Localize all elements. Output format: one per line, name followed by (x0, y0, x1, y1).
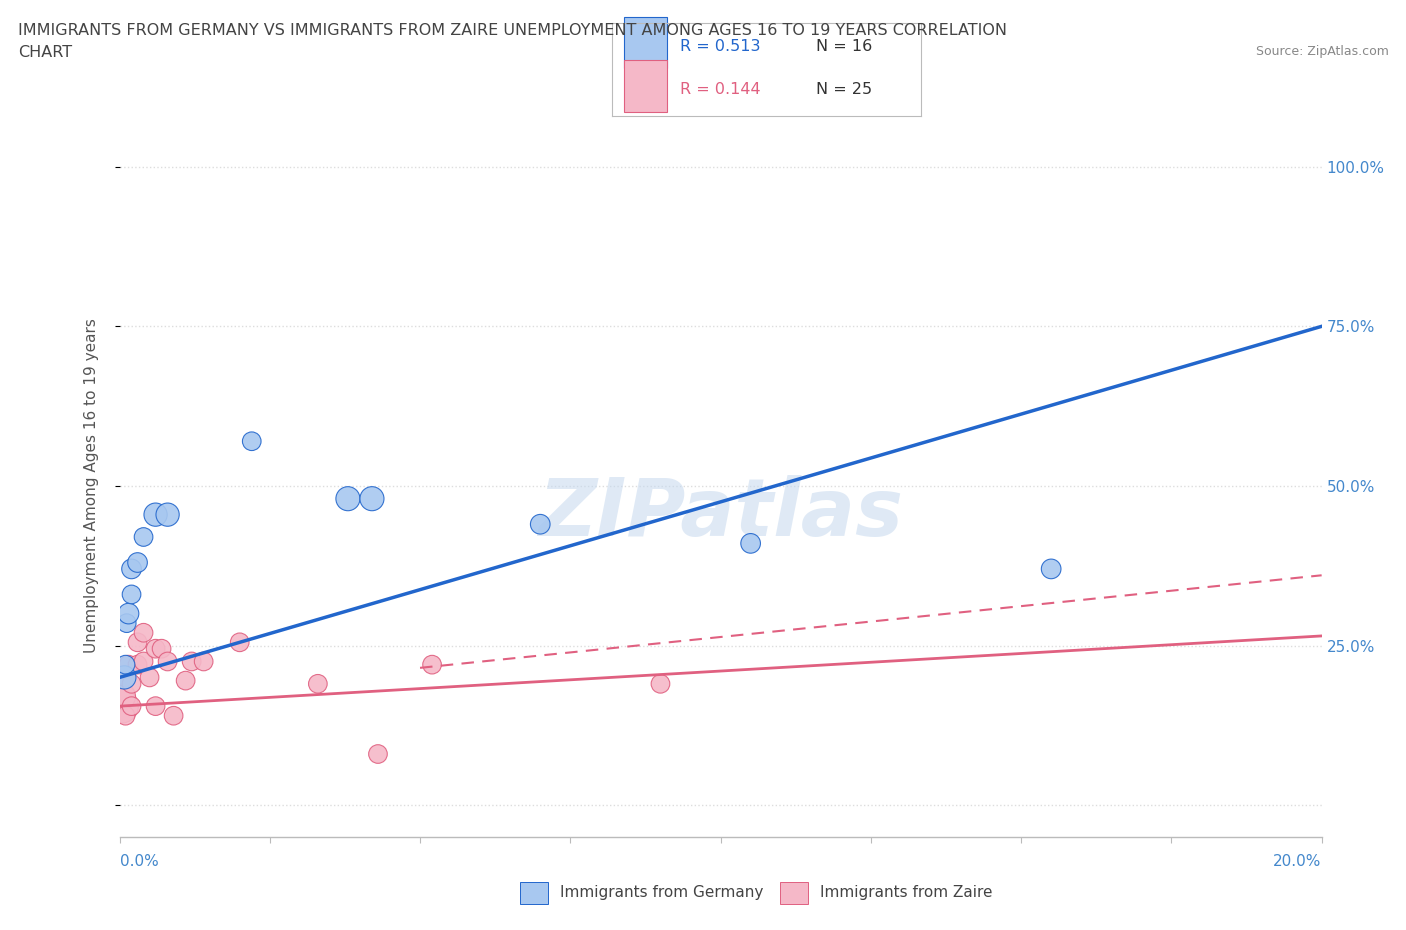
Point (145, 642, 167, 657)
Text: R = 0.513: R = 0.513 (679, 38, 761, 54)
Point (112, 670, 135, 684)
Text: N = 16: N = 16 (815, 38, 872, 54)
Point (121, 676, 143, 691)
Point (740, 536, 762, 551)
Point (117, 658, 139, 672)
Point (111, 689, 134, 704)
Text: 0.0%: 0.0% (120, 854, 159, 869)
Point (127, 635, 149, 650)
Text: Immigrants from Germany: Immigrants from Germany (560, 885, 763, 900)
Point (114, 709, 136, 724)
Text: R = 0.144: R = 0.144 (679, 82, 761, 98)
Text: ZIPatlas: ZIPatlas (538, 475, 903, 553)
Point (174, 673, 197, 688)
Point (145, 507, 167, 522)
FancyBboxPatch shape (624, 60, 668, 112)
Point (361, 491, 384, 506)
Point (367, 747, 389, 762)
Point (156, 507, 179, 522)
Point (132, 654, 155, 669)
Point (115, 616, 138, 631)
Point (529, 517, 551, 532)
Point (127, 555, 149, 570)
Point (114, 670, 136, 684)
Point (240, 433, 263, 448)
Point (650, 676, 672, 691)
Point (132, 529, 155, 544)
Point (156, 654, 179, 669)
Text: IMMIGRANTS FROM GERMANY VS IMMIGRANTS FROM ZAIRE UNEMPLOYMENT AMONG AGES 16 TO 1: IMMIGRANTS FROM GERMANY VS IMMIGRANTS FR… (18, 23, 1007, 38)
Point (180, 654, 202, 669)
Text: CHART: CHART (18, 45, 72, 60)
Point (1040, 562, 1063, 577)
Point (110, 698, 132, 713)
Point (121, 562, 143, 577)
Text: Immigrants from Zaire: Immigrants from Zaire (820, 885, 993, 900)
Point (336, 491, 359, 506)
Point (193, 654, 215, 669)
Point (117, 606, 139, 621)
Point (132, 625, 155, 640)
Point (138, 670, 160, 684)
Point (150, 642, 173, 657)
Point (307, 676, 329, 691)
Point (145, 698, 167, 713)
Point (420, 658, 443, 672)
Point (228, 635, 252, 650)
Point (127, 658, 149, 672)
Point (162, 709, 184, 724)
Point (114, 658, 136, 672)
Text: 20.0%: 20.0% (1274, 854, 1322, 869)
Text: Source: ZipAtlas.com: Source: ZipAtlas.com (1256, 45, 1389, 58)
Text: N = 25: N = 25 (815, 82, 872, 98)
Point (121, 587, 143, 602)
Y-axis label: Unemployment Among Ages 16 to 19 years: Unemployment Among Ages 16 to 19 years (84, 318, 98, 654)
Point (121, 698, 143, 713)
FancyBboxPatch shape (624, 17, 668, 68)
